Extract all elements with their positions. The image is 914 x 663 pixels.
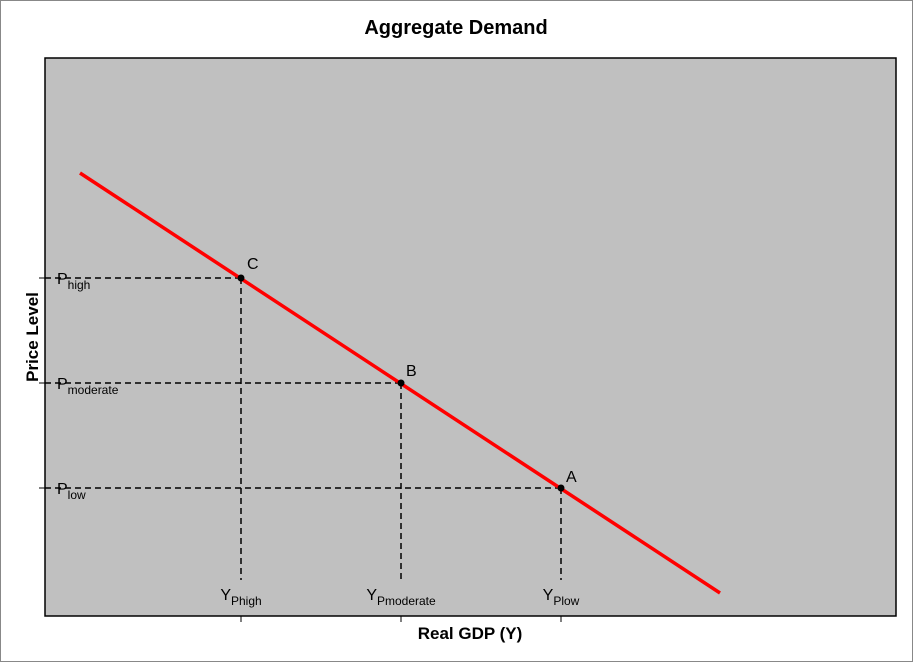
x-tick-label: YPmoderate (366, 587, 436, 608)
x-tick-label: YPlow (543, 587, 580, 608)
label-main: Y (543, 587, 554, 604)
label-main: P (57, 271, 68, 288)
point (557, 484, 565, 492)
x-axis-title: Real GDP (Y) (418, 624, 523, 643)
label-sub: high (68, 278, 91, 292)
point-label: A (566, 469, 577, 486)
title: Aggregate Demand (364, 17, 547, 39)
point-label: B (406, 363, 417, 380)
label-sub: low (68, 488, 86, 502)
point (237, 274, 245, 282)
label-main: Y (366, 587, 377, 604)
y-tick-label: Pmoderate (57, 376, 119, 397)
y-tick-label: Plow (57, 481, 86, 502)
plot-area (44, 57, 897, 617)
label-sub: Pmoderate (377, 594, 436, 608)
x-tick-label: YPhigh (220, 587, 261, 608)
point-label: C (247, 256, 259, 273)
y-axis-title: Price Level (23, 292, 42, 382)
label-main: P (57, 376, 68, 393)
label-main: P (57, 481, 68, 498)
point (397, 379, 405, 387)
label-main: Y (220, 587, 231, 604)
label-sub: Plow (553, 594, 579, 608)
label-sub: Phigh (231, 594, 262, 608)
label-sub: moderate (68, 383, 119, 397)
y-tick-label: Phigh (57, 271, 90, 292)
